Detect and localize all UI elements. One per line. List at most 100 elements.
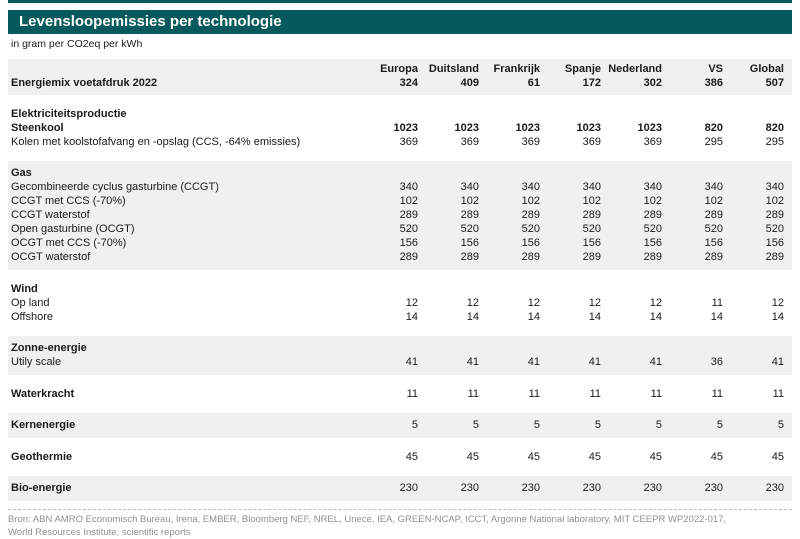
- value-cell: 14: [479, 310, 540, 324]
- value-cell: 520: [540, 222, 601, 236]
- value-cell: 302: [601, 76, 662, 90]
- value-cell: 45: [723, 450, 784, 464]
- value-cell: 520: [601, 222, 662, 236]
- value-cell: 11: [357, 387, 418, 401]
- value-cell: 369: [418, 135, 479, 149]
- row-label: Open gasturbine (OCGT): [8, 222, 357, 236]
- row-label: Op land: [8, 296, 357, 310]
- section-title: Wind: [8, 282, 357, 296]
- value-cell: 230: [357, 481, 418, 495]
- value-cell: 14: [357, 310, 418, 324]
- value-cell: 5: [662, 418, 723, 432]
- column-header-spacer: [8, 62, 357, 76]
- value-cell: 520: [662, 222, 723, 236]
- section-title: Waterkracht: [8, 387, 357, 401]
- section-title: Geothermie: [8, 450, 357, 464]
- value-cell: 12: [357, 296, 418, 310]
- value-cell: 289: [418, 250, 479, 264]
- value-cell: 5: [540, 418, 601, 432]
- value-cell: 14: [418, 310, 479, 324]
- row-label: Energiemix voetafdruk 2022: [8, 76, 357, 90]
- value-cell: 156: [601, 236, 662, 250]
- value-cell: 41: [357, 355, 418, 369]
- value-cell: 1023: [479, 121, 540, 135]
- value-cell: 45: [418, 450, 479, 464]
- column-header: Duitsland: [418, 62, 479, 76]
- section-title: Zonne-energie: [8, 341, 357, 355]
- value-cell: 289: [540, 250, 601, 264]
- source-line-1: Bron: ABN AMRO Economisch Bureau, Irena,…: [8, 514, 792, 527]
- value-cell: 102: [479, 194, 540, 208]
- value-cell: 156: [723, 236, 784, 250]
- value-cell: 295: [662, 135, 723, 149]
- value-cell: 289: [662, 208, 723, 222]
- value-cell: 820: [662, 121, 723, 135]
- value-cell: 11: [662, 296, 723, 310]
- row-label: Offshore: [8, 310, 357, 324]
- row-label: CCGT waterstof: [8, 208, 357, 222]
- value-cell: 36: [662, 355, 723, 369]
- value-cell: 1023: [418, 121, 479, 135]
- value-cell: 41: [418, 355, 479, 369]
- value-cell: 340: [418, 180, 479, 194]
- value-cell: 369: [540, 135, 601, 149]
- value-cell: 12: [418, 296, 479, 310]
- value-cell: 340: [601, 180, 662, 194]
- value-cell: 289: [662, 250, 723, 264]
- value-cell: 12: [479, 296, 540, 310]
- value-cell: 289: [540, 208, 601, 222]
- row-label: OCGT waterstof: [8, 250, 357, 264]
- value-cell: 172: [540, 76, 601, 90]
- value-cell: 340: [723, 180, 784, 194]
- value-cell: 289: [357, 208, 418, 222]
- value-cell: 230: [723, 481, 784, 495]
- row-label: Steenkool: [8, 121, 357, 135]
- column-header: Frankrijk: [479, 62, 540, 76]
- value-cell: 369: [357, 135, 418, 149]
- table-row: Kolen met koolstofafvang en -opslag (CCS…: [8, 135, 792, 149]
- value-cell: 369: [479, 135, 540, 149]
- value-cell: 61: [479, 76, 540, 90]
- value-cell: 45: [479, 450, 540, 464]
- title-bar: Levensloopemissies per technologie: [8, 10, 792, 34]
- section-title: Gas: [8, 166, 357, 180]
- section-title: Elektriciteitsproductie: [8, 107, 357, 121]
- page-subtitle: in gram per CO2eq per kWh: [11, 38, 792, 50]
- value-cell: 230: [601, 481, 662, 495]
- row-label: Kolen met koolstofafvang en -opslag (CCS…: [8, 135, 357, 149]
- value-cell: 289: [479, 250, 540, 264]
- value-cell: 289: [723, 250, 784, 264]
- value-cell: 41: [723, 355, 784, 369]
- value-cell: 1023: [540, 121, 601, 135]
- value-cell: 520: [723, 222, 784, 236]
- value-cell: 289: [418, 208, 479, 222]
- value-cell: 41: [540, 355, 601, 369]
- value-cell: 156: [540, 236, 601, 250]
- column-header: Global: [723, 62, 784, 76]
- value-cell: 14: [601, 310, 662, 324]
- value-cell: 230: [540, 481, 601, 495]
- value-cell: 289: [601, 250, 662, 264]
- value-cell: 14: [662, 310, 723, 324]
- value-cell: 230: [479, 481, 540, 495]
- value-cell: 11: [479, 387, 540, 401]
- section-title: Bio-energie: [8, 481, 357, 495]
- value-cell: 14: [723, 310, 784, 324]
- value-cell: 1023: [357, 121, 418, 135]
- value-cell: 156: [479, 236, 540, 250]
- value-cell: 45: [601, 450, 662, 464]
- value-cell: 507: [723, 76, 784, 90]
